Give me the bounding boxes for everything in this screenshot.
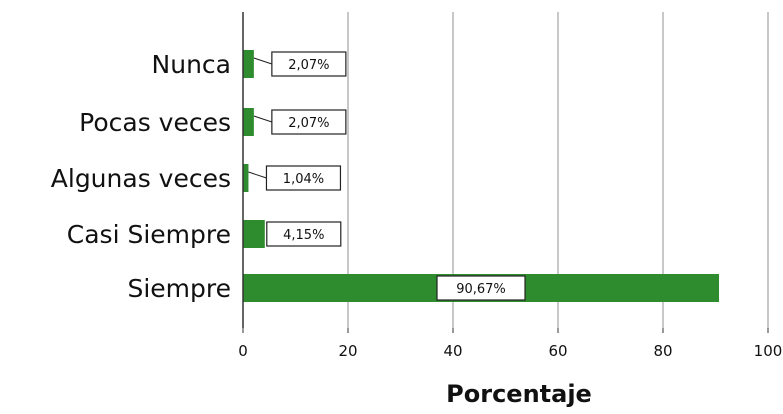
x-tick-label-100: 100 <box>754 342 783 360</box>
data-label-casi-siempre: 4,15% <box>283 228 324 243</box>
data-label-box-siempre <box>436 275 526 301</box>
bar-algunas-veces <box>243 164 249 192</box>
category-label-nunca: Nunca <box>152 50 231 79</box>
data-label-box-nunca <box>271 51 347 77</box>
category-label-siempre: Siempre <box>127 274 231 303</box>
data-labels: 2,07% 2,07% 1,04% 4,15% 90,67% <box>248 51 526 301</box>
data-label-leader-pocas-veces <box>253 115 273 123</box>
x-tick-label-80: 80 <box>653 342 672 360</box>
data-label-siempre: 90,67% <box>456 282 506 297</box>
x-axis-title: Porcentaje <box>446 380 592 408</box>
x-tick-label-20: 20 <box>338 342 357 360</box>
category-label-pocas-veces: Pocas veces <box>79 108 231 137</box>
x-tick-label-0: 0 <box>238 342 248 360</box>
bar-casi-siempre <box>243 220 265 248</box>
x-tick-label-40: 40 <box>443 342 462 360</box>
data-label-algunas-veces: 1,04% <box>283 172 324 187</box>
bar-pocas-veces <box>243 108 254 136</box>
bar-nunca <box>243 50 254 78</box>
data-label-leader-nunca <box>253 57 273 65</box>
data-label-pocas-veces: 2,07% <box>288 116 329 131</box>
category-labels: Nunca Pocas veces Algunas veces Casi Siempr… <box>51 50 231 303</box>
category-label-casi-siempre: Casi Siempre <box>67 220 231 249</box>
category-label-algunas-veces: Algunas veces <box>51 164 231 193</box>
x-tick-labels: 0 20 40 60 80 100 <box>238 328 782 360</box>
x-tick-label-60: 60 <box>548 342 567 360</box>
data-label-box-pocas-veces <box>271 109 347 135</box>
data-label-leader-algunas-veces <box>248 171 267 179</box>
data-label-box-algunas-veces <box>265 165 342 191</box>
data-label-box-casi-siempre <box>266 221 342 247</box>
data-label-nunca: 2,07% <box>288 58 329 73</box>
